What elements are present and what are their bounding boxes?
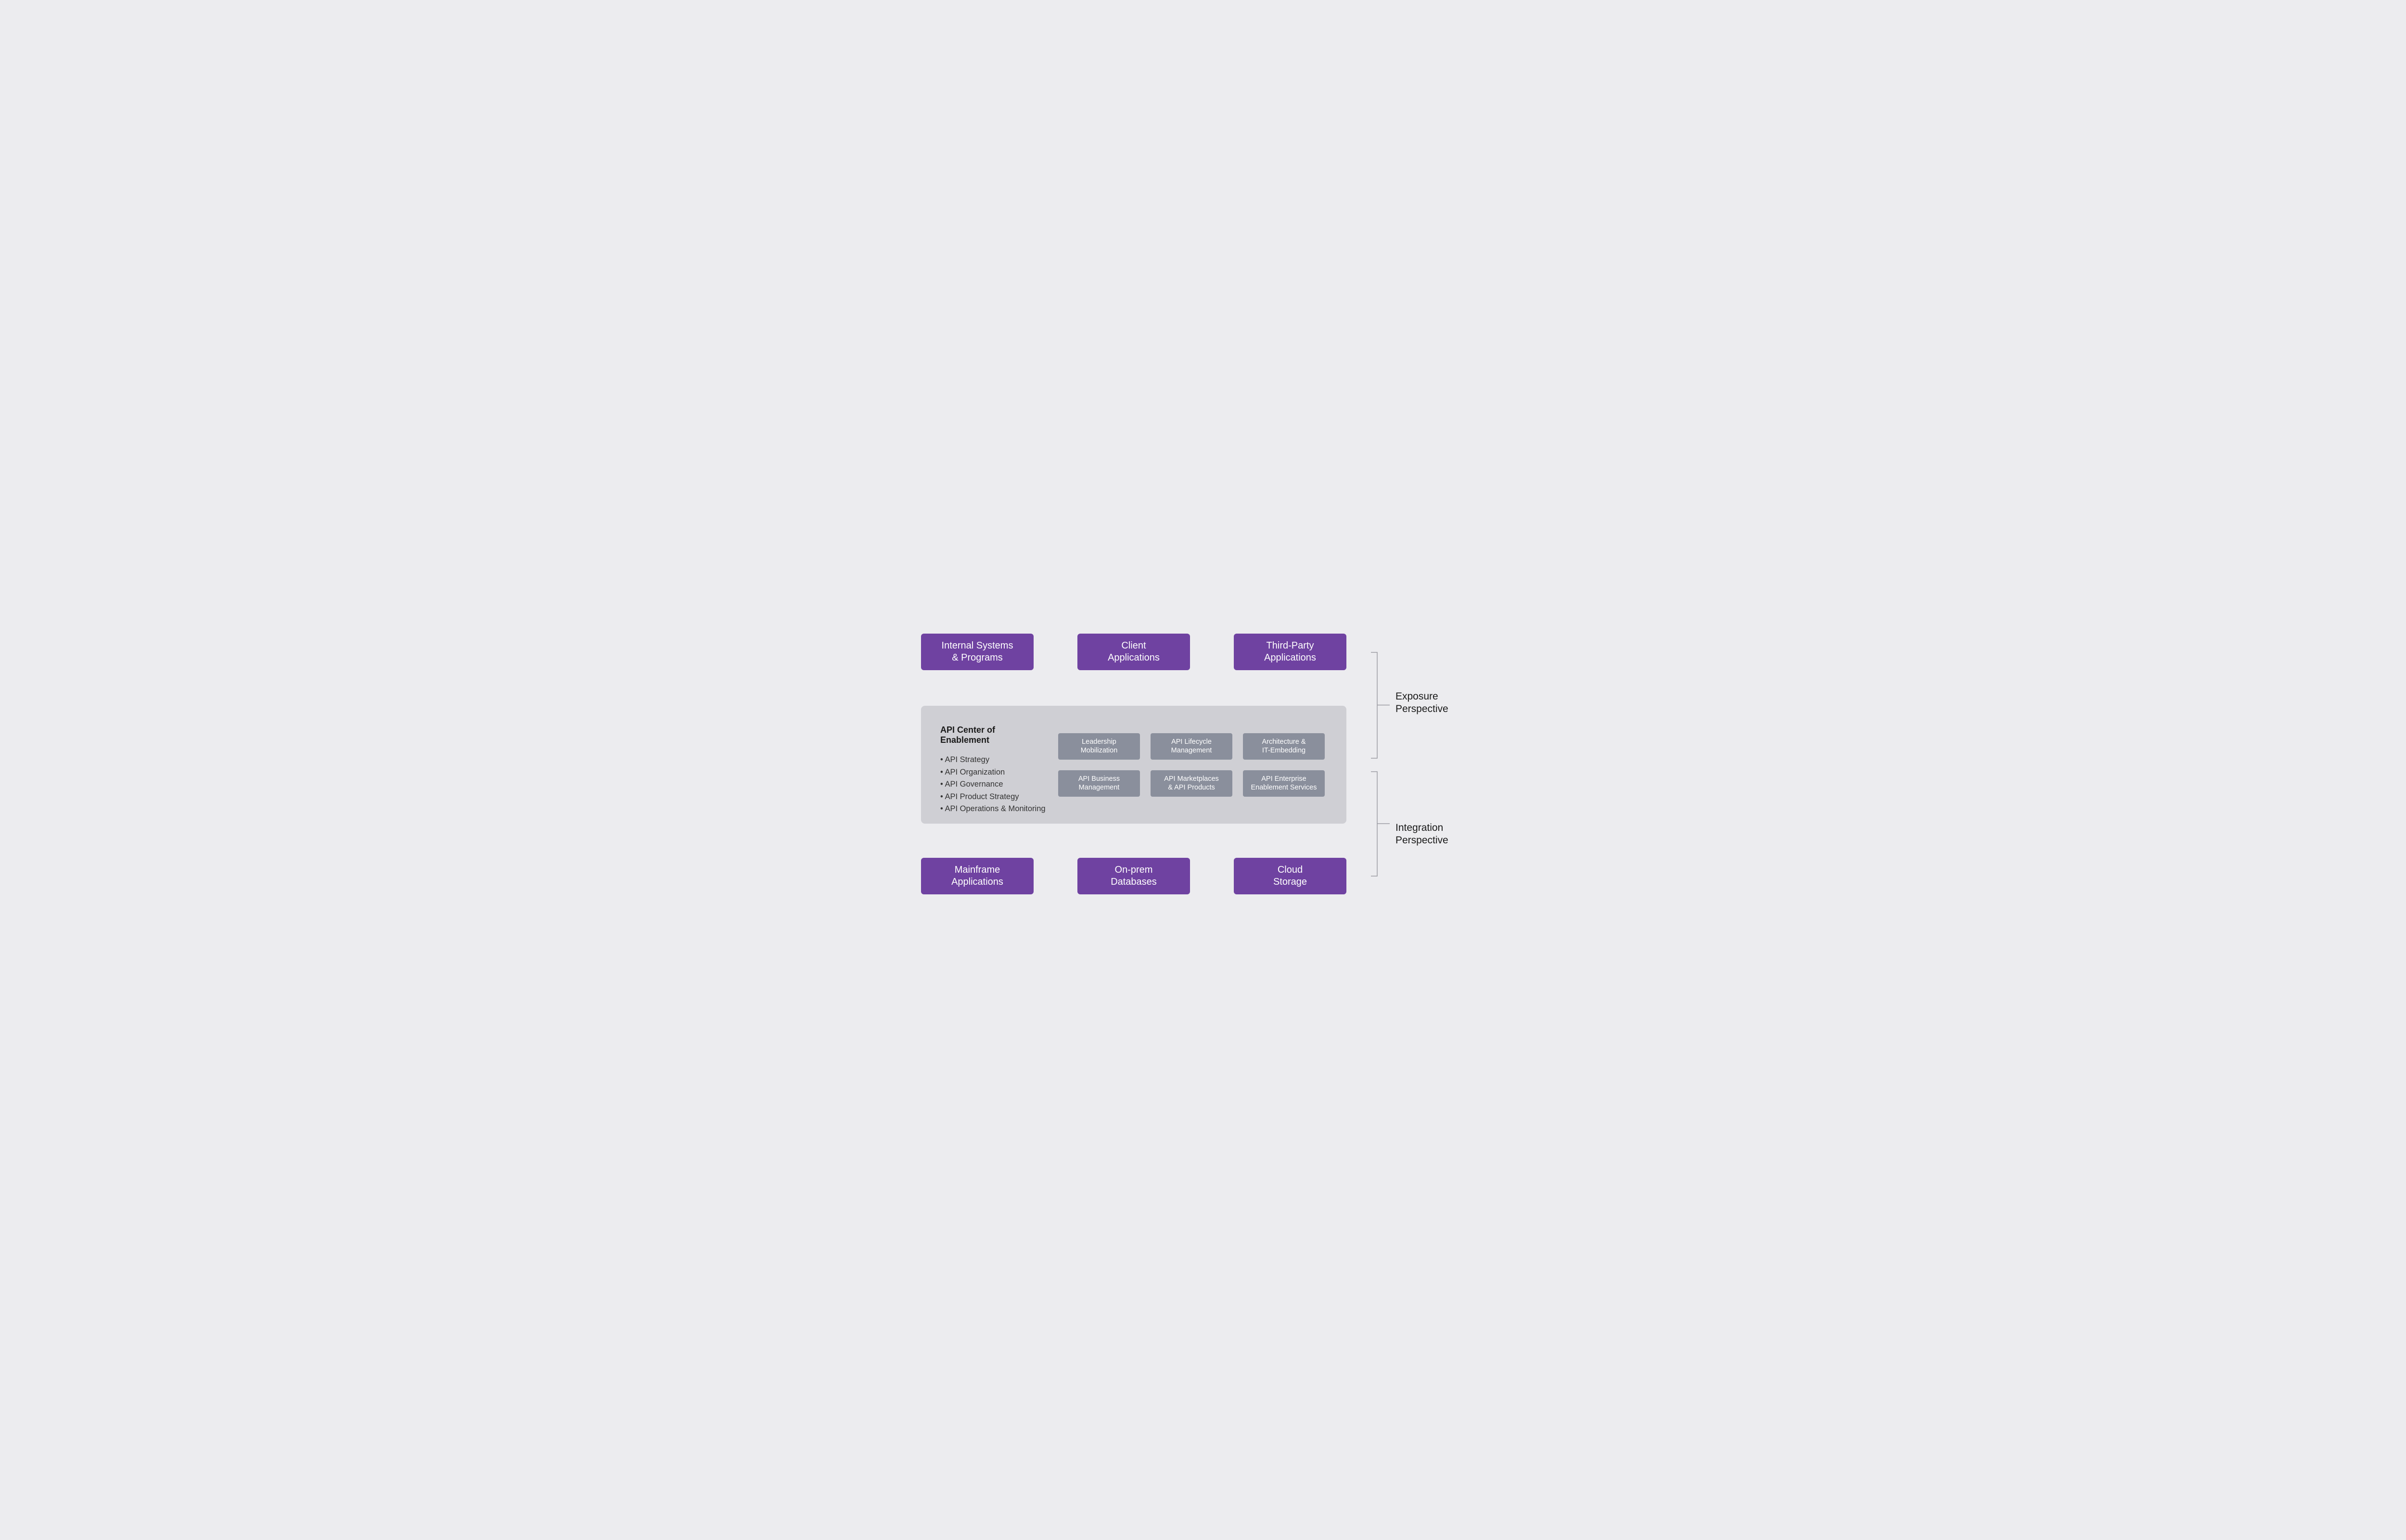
box-line2: & Programs xyxy=(952,652,1003,664)
box-line1: Mainframe xyxy=(955,864,1000,876)
box-line1: Client xyxy=(1121,640,1146,652)
box-line1: Third-Party xyxy=(1267,640,1314,652)
subbox-leadership-mobilization: LeadershipMobilization xyxy=(1058,733,1140,760)
bottom-box-onprem-databases: On-prem Databases xyxy=(1077,858,1190,894)
box-line2: Applications xyxy=(1108,652,1160,664)
box-line1: Internal Systems xyxy=(942,640,1013,652)
bullet-item: API Product Strategy xyxy=(940,791,1046,803)
bullet-item: API Organization xyxy=(940,766,1046,779)
bullet-item: API Strategy xyxy=(940,754,1046,766)
exposure-bracket xyxy=(1370,652,1391,759)
top-box-internal-systems: Internal Systems & Programs xyxy=(921,634,1034,670)
bottom-box-mainframe: Mainframe Applications xyxy=(921,858,1034,894)
subbox-api-business-management: API BusinessManagement xyxy=(1058,770,1140,797)
center-left-column: API Center of Enablement API Strategy AP… xyxy=(921,706,1051,824)
center-panel: API Center of Enablement API Strategy AP… xyxy=(921,706,1346,824)
bottom-box-cloud-storage: Cloud Storage xyxy=(1234,858,1346,894)
bullet-item: API Governance xyxy=(940,778,1046,791)
top-box-client-applications: Client Applications xyxy=(1077,634,1190,670)
subbox-architecture-it-embedding: Architecture &IT-Embedding xyxy=(1243,733,1325,760)
box-line2: Databases xyxy=(1111,876,1157,888)
diagram-canvas: Internal Systems & Programs Client Appli… xyxy=(842,567,1564,973)
box-line1: Cloud xyxy=(1278,864,1303,876)
integration-perspective-label: Integration Perspective xyxy=(1395,822,1448,847)
bullet-item: API Operations & Monitoring xyxy=(940,803,1046,815)
subbox-api-enterprise-enablement: API EnterpriseEnablement Services xyxy=(1243,770,1325,797)
top-box-third-party: Third-Party Applications xyxy=(1234,634,1346,670)
subbox-api-marketplaces-products: API Marketplaces& API Products xyxy=(1151,770,1232,797)
box-line1: On-prem xyxy=(1115,864,1153,876)
box-line2: Applications xyxy=(1264,652,1316,664)
exposure-perspective-label: Exposure Perspective xyxy=(1395,690,1448,716)
subbox-api-lifecycle-management: API LifecycleManagement xyxy=(1151,733,1232,760)
box-line2: Applications xyxy=(951,876,1003,888)
center-subbox-grid: LeadershipMobilization API LifecycleMana… xyxy=(1051,706,1346,824)
box-line2: Storage xyxy=(1273,876,1307,888)
integration-bracket xyxy=(1370,771,1391,877)
center-bullet-list: API Strategy API Organization API Govern… xyxy=(940,754,1046,815)
center-title: API Center of Enablement xyxy=(940,725,1046,745)
